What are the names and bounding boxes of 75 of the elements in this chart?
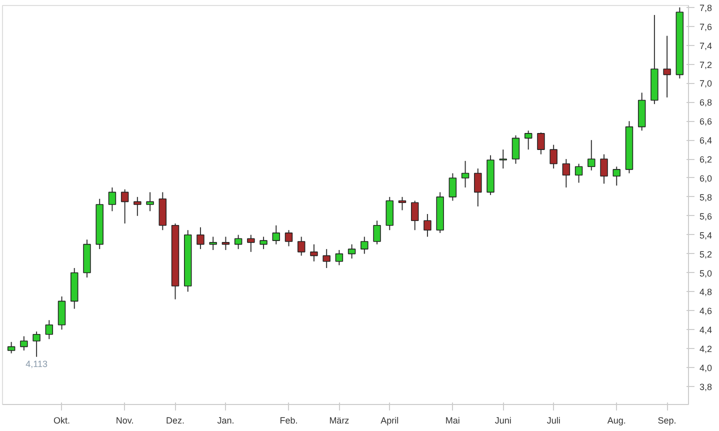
y-tick-label: 4,8 — [700, 287, 712, 298]
y-tick-label: 7,6 — [700, 22, 712, 32]
x-tick-label: Nov. — [116, 416, 134, 426]
candlestick — [58, 296, 66, 330]
y-tick-label: 4,4 — [700, 325, 712, 336]
candlestick — [45, 320, 54, 340]
x-tick-label: April — [380, 416, 399, 426]
y-tick-label: 7,4 — [700, 40, 712, 51]
y-tick-label: 5,8 — [700, 192, 712, 202]
y-tick-label: 6,8 — [700, 98, 712, 108]
candlestick — [512, 134, 520, 164]
candlestick — [537, 132, 545, 155]
y-tick-label: 4,0 — [700, 363, 712, 374]
candlestick — [32, 331, 40, 358]
x-tick-label: Jan. — [217, 416, 234, 426]
candlestick — [550, 144, 558, 170]
y-tick-label: 3,8 — [700, 382, 712, 392]
candlestick — [108, 186, 116, 212]
candlestick — [588, 140, 596, 171]
y-tick-label: 7,8 — [700, 2, 712, 13]
candlestick — [260, 236, 268, 250]
x-tick-label: Sep. — [658, 416, 676, 426]
candlestick — [499, 149, 507, 170]
x-tick-label: Aug. — [607, 416, 626, 426]
candlestick — [310, 244, 318, 262]
candlestick — [209, 236, 217, 251]
candlestick — [373, 220, 381, 245]
candlestick — [20, 336, 28, 351]
candlestick — [247, 234, 255, 252]
annotation: 4,113 — [26, 358, 48, 369]
candlestick — [196, 226, 204, 250]
candlestick — [146, 192, 154, 212]
candlestick — [398, 196, 406, 211]
y-tick-label: 6,4 — [700, 136, 712, 146]
candlestick — [448, 172, 457, 202]
candlestick — [284, 230, 293, 247]
y-tick-label: 4,6 — [700, 306, 712, 316]
candlestick — [360, 236, 368, 254]
x-tick-label: März — [329, 416, 350, 426]
y-tick-label: 6,0 — [700, 173, 712, 184]
y-tick-label: 7,0 — [700, 78, 712, 89]
x-tick-label: Juli — [546, 416, 560, 426]
candlestick — [222, 236, 230, 251]
candlestick — [120, 188, 129, 224]
candlestick — [272, 224, 280, 245]
candlestick — [574, 163, 583, 184]
x-tick-label: Okt. — [54, 416, 70, 426]
candlestick — [410, 200, 419, 231]
y-tick-label: 5,4 — [700, 230, 712, 240]
y-tick-label: 6,2 — [700, 154, 712, 165]
x-tick-label: Mai — [445, 416, 460, 426]
candlestick — [7, 341, 16, 354]
candlestick — [612, 166, 620, 186]
candlestick — [335, 250, 344, 266]
y-tick-label: 5,6 — [700, 211, 712, 222]
y-tick-label: 7,2 — [700, 60, 712, 70]
candlestick — [474, 168, 482, 207]
candlestick — [663, 35, 671, 98]
candlestick — [234, 234, 242, 250]
candlestick — [322, 248, 330, 269]
y-tick-label: 5,0 — [700, 268, 712, 278]
candlestick — [424, 214, 432, 238]
y-tick-label: 4,2 — [700, 344, 712, 354]
candlestick — [297, 236, 306, 256]
candlestick — [524, 130, 532, 150]
candlestick — [348, 244, 356, 260]
y-tick-label: 6,6 — [700, 116, 712, 127]
x-tick-label: Juni — [494, 416, 512, 426]
y-tick-label: 5,2 — [700, 249, 712, 260]
candlestick — [600, 154, 608, 184]
x-tick-label: Dez. — [166, 416, 185, 426]
candlestick — [562, 158, 570, 188]
x-tick-label: Feb. — [280, 416, 298, 426]
candlestick — [134, 196, 142, 216]
candlestick — [461, 160, 470, 188]
